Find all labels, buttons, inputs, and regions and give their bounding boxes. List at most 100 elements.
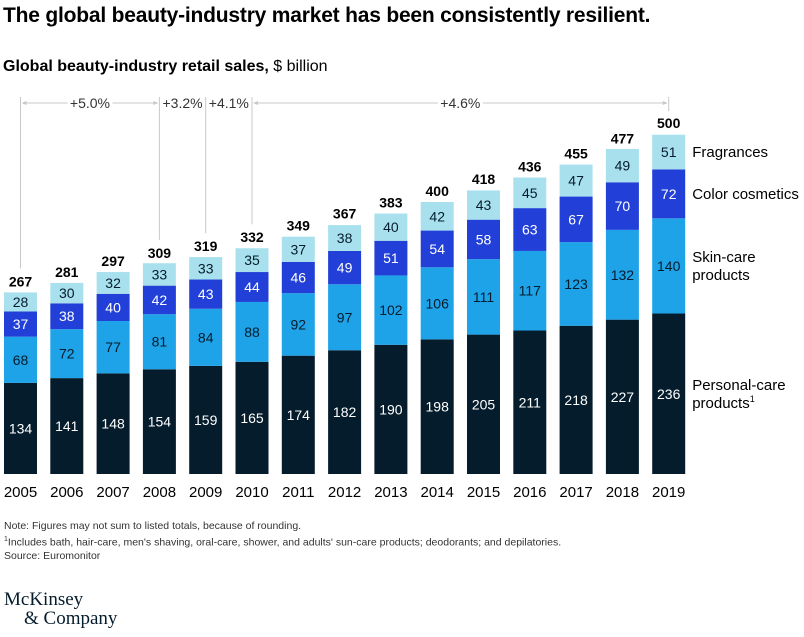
- bar-segment-fragrances-2006: [50, 282, 84, 304]
- data-label: 49: [337, 260, 353, 276]
- data-label: 42: [429, 208, 445, 224]
- data-label: 140: [657, 258, 681, 274]
- bar-segment-color-cosmetics-2007: [96, 293, 130, 321]
- bar-segment-personal-care-products-2018: [605, 319, 639, 474]
- x-tick-label: 2007: [96, 484, 129, 501]
- data-label: 236: [657, 386, 681, 402]
- bar-segment-personal-care-products-2015: [467, 334, 500, 474]
- x-tick-label: 2013: [374, 484, 407, 501]
- data-label: 44: [244, 279, 260, 295]
- bar-segment-fragrances-2019: [652, 134, 686, 170]
- x-tick-label: 2010: [235, 484, 268, 501]
- data-label: 40: [383, 219, 399, 235]
- subtitle-unit: $ billion: [268, 58, 328, 75]
- bar-segment-personal-care-products-2019: [652, 313, 686, 474]
- bar-segment-color-cosmetics-2005: [4, 311, 37, 337]
- x-tick-label: 2006: [50, 484, 83, 501]
- bar-segment-personal-care-products-2013: [374, 344, 408, 474]
- total-label: 436: [518, 159, 542, 175]
- bar-segment-fragrances-2010: [235, 248, 269, 273]
- data-label: 67: [568, 211, 584, 227]
- bar-segment-skin-care-products-2007: [96, 321, 130, 374]
- bar-segment-color-cosmetics-2013: [374, 240, 408, 276]
- data-label: 165: [240, 410, 264, 426]
- bar-segment-color-cosmetics-2011: [281, 261, 315, 294]
- bar-segment-fragrances-2007: [96, 272, 130, 294]
- note-rounding: Note: Figures may not sum to listed tota…: [4, 520, 302, 532]
- bar-segment-personal-care-products-2009: [189, 365, 223, 474]
- data-label: 68: [13, 352, 29, 368]
- x-tick-label: 2016: [513, 484, 546, 501]
- bar-segment-fragrances-2011: [281, 236, 315, 262]
- data-label: 92: [291, 316, 307, 332]
- bar-segment-skin-care-products-2010: [235, 301, 269, 362]
- data-label: 58: [476, 231, 492, 247]
- bar-segment-personal-care-products-2017: [559, 325, 593, 474]
- chart-notes: Note: Figures may not sum to listed tota…: [4, 520, 561, 563]
- bar-segment-fragrances-2018: [605, 148, 639, 183]
- bar-segment-color-cosmetics-2016: [513, 208, 547, 251]
- arrow-left-icon: [253, 101, 258, 105]
- legend-label: Skin-care: [692, 249, 755, 266]
- bar-segment-personal-care-products-2008: [142, 369, 176, 474]
- bar-segment-skin-care-products-2019: [652, 218, 686, 314]
- bar-segment-fragrances-2012: [328, 225, 362, 251]
- x-tick-label: 2019: [652, 484, 685, 501]
- bar-segment-personal-care-products-2016: [513, 330, 547, 474]
- bar-segment-personal-care-products-2011: [281, 355, 315, 474]
- data-label: 211: [519, 394, 542, 410]
- bar-segment-personal-care-products-2006: [50, 378, 84, 474]
- data-label: 43: [198, 286, 214, 302]
- data-label: 218: [564, 392, 588, 408]
- data-label: 46: [291, 269, 307, 285]
- bar-segment-color-cosmetics-2009: [189, 279, 223, 309]
- total-label: 332: [240, 229, 264, 245]
- growth-rate-label: +3.2%: [163, 95, 203, 111]
- bar-segment-personal-care-products-2005: [4, 382, 37, 474]
- data-label: 70: [615, 198, 631, 214]
- bar-segment-color-cosmetics-2012: [328, 250, 362, 285]
- bar-segment-skin-care-products-2005: [4, 336, 37, 383]
- data-label: 47: [568, 173, 584, 189]
- bar-segment-fragrances-2014: [420, 202, 454, 231]
- data-label: 97: [337, 309, 353, 325]
- bar-segment-fragrances-2015: [467, 190, 500, 220]
- data-label: 37: [13, 316, 29, 332]
- x-tick-label: 2012: [328, 484, 361, 501]
- legend-label: products: [692, 267, 750, 284]
- total-label: 281: [55, 264, 79, 280]
- bar-segment-color-cosmetics-2010: [235, 272, 269, 302]
- x-tick-label: 2017: [559, 484, 592, 501]
- data-label: 63: [522, 222, 538, 238]
- data-label: 72: [59, 346, 75, 362]
- data-label: 198: [426, 399, 450, 415]
- data-label: 37: [291, 241, 307, 257]
- data-label: 159: [194, 412, 218, 428]
- x-tick-label: 2008: [143, 484, 176, 501]
- total-label: 367: [333, 205, 357, 221]
- bar-segment-skin-care-products-2014: [420, 267, 454, 340]
- total-label: 455: [564, 146, 588, 162]
- logo-line2: & Company: [24, 608, 118, 629]
- bar-segment-color-cosmetics-2006: [50, 303, 84, 330]
- data-label: 190: [379, 401, 403, 417]
- x-tick-label: 2018: [606, 484, 639, 501]
- bar-segment-skin-care-products-2012: [328, 284, 362, 351]
- data-label: 51: [383, 250, 399, 266]
- data-label: 38: [337, 230, 353, 246]
- total-label: 297: [101, 253, 125, 269]
- subtitle-bold: Global beauty-industry retail sales,: [3, 58, 269, 75]
- bar-segment-color-cosmetics-2015: [467, 219, 500, 260]
- data-label: 35: [244, 252, 260, 268]
- data-label: 154: [148, 414, 172, 430]
- bar-segment-skin-care-products-2018: [605, 229, 639, 320]
- bar-segment-skin-care-products-2009: [189, 308, 223, 366]
- x-tick-label: 2009: [189, 484, 222, 501]
- total-label: 319: [194, 238, 218, 254]
- total-label: 477: [611, 131, 635, 147]
- data-label: 33: [198, 260, 214, 276]
- x-tick-label: 2005: [4, 484, 37, 501]
- data-label: 132: [611, 267, 635, 283]
- growth-rate-label: +4.6%: [440, 95, 480, 111]
- bar-segment-fragrances-2005: [4, 292, 37, 312]
